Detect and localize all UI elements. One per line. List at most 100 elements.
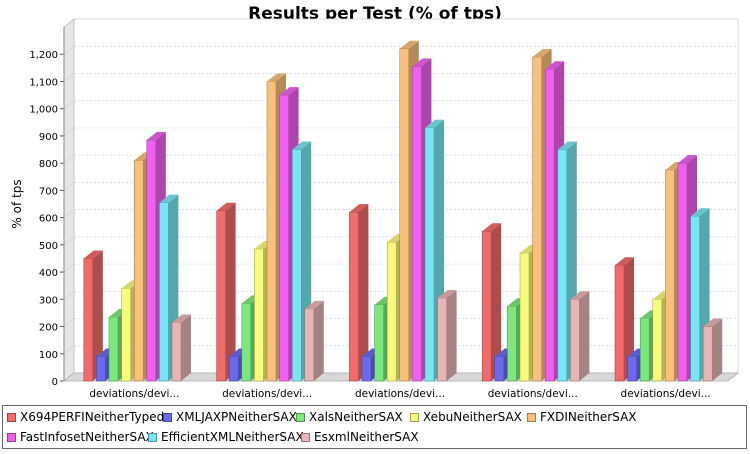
gridline-side <box>63 236 75 246</box>
bar-top <box>532 48 552 57</box>
bar <box>614 257 634 382</box>
legend-item: EsxmlNeitherSAX <box>301 430 419 444</box>
bar-top <box>146 132 166 141</box>
bar-front <box>349 211 359 382</box>
bar-front <box>702 326 713 382</box>
bar <box>349 204 369 382</box>
bar <box>570 291 590 382</box>
bar-top <box>703 318 723 327</box>
legend-label: XMLJAXPNeitherSAX <box>176 410 297 424</box>
y-tick-label: 1,200 <box>29 50 58 61</box>
legend-item: EfficientXMLNeitherSAX <box>148 430 304 444</box>
bar-side <box>358 204 369 381</box>
bar-top <box>216 202 236 211</box>
gridline-side <box>63 291 75 300</box>
bar-front <box>494 356 505 382</box>
legend-item: FastInfosetNeitherSAX <box>7 430 154 444</box>
bar-top <box>349 204 369 213</box>
bar-top <box>678 155 697 164</box>
bar-top <box>399 40 419 49</box>
y-tick-label: 300 <box>39 295 58 306</box>
y-tick-label: 800 <box>39 159 58 170</box>
bar-front <box>557 149 568 382</box>
y-tick-label: 600 <box>39 214 58 225</box>
bar <box>304 300 324 382</box>
bar-front <box>361 356 372 382</box>
bar-side <box>446 289 457 381</box>
bar-front <box>627 356 637 382</box>
y-tick-label: 200 <box>39 323 58 334</box>
bar-front <box>241 303 252 382</box>
bar-front <box>216 210 226 382</box>
legend-label: XalsNeitherSAX <box>309 410 403 424</box>
bar-side <box>92 250 103 381</box>
bar-front <box>254 248 264 382</box>
bar-side <box>225 202 236 381</box>
legend-swatch <box>7 413 16 422</box>
side-wall <box>63 18 75 382</box>
gridline-side <box>63 318 75 327</box>
gridline-side <box>63 345 75 355</box>
gridline-side <box>63 100 75 109</box>
bar-side <box>712 318 723 381</box>
bar-front <box>304 308 315 382</box>
bar <box>481 223 502 382</box>
bar-front <box>291 149 302 382</box>
legend-swatch <box>301 433 310 442</box>
bar-front <box>133 160 144 382</box>
bar-top <box>570 291 590 300</box>
bar-top <box>292 141 312 150</box>
gridline-side <box>63 154 75 164</box>
bar-front <box>424 127 435 382</box>
y-tick-label: 100 <box>39 350 58 361</box>
bar-front <box>228 356 239 382</box>
bar-top <box>557 141 577 150</box>
bar-front <box>652 299 663 382</box>
legend-item: XMLJAXPNeitherSAX <box>163 410 297 424</box>
bar-front <box>108 316 119 382</box>
bar-front <box>614 265 625 382</box>
bar-front <box>677 162 688 382</box>
gridline-side <box>63 209 75 218</box>
legend-item: FXDINeitherSAX <box>527 410 637 424</box>
legend-label: FXDINeitherSAX <box>540 410 637 424</box>
bar-top <box>425 119 444 128</box>
bar-top <box>172 314 191 323</box>
bar-front <box>374 304 384 382</box>
legend: X694PERFINeitherTyped XMLJAXPNeitherSAX Xa… <box>2 405 747 449</box>
bar-front <box>121 288 131 382</box>
gridline-side <box>63 263 75 273</box>
bar-front <box>532 56 542 382</box>
x-tick-label: deviations/devi... <box>621 388 711 400</box>
legend-label: X694PERFINeitherTyped <box>20 410 165 424</box>
plot-area: 0 100 200 300 400 500 600 700 800 900 1,000 1,100 1,… <box>29 18 740 400</box>
bar-front <box>171 322 182 382</box>
bar-front <box>159 202 169 382</box>
x-tick-label: deviations/devi... <box>355 388 445 400</box>
legend-item: X694PERFINeitherTyped <box>7 410 164 424</box>
bar-front <box>690 216 700 382</box>
legend-label: FastInfosetNeitherSAX <box>20 430 154 444</box>
bar-top <box>159 194 179 203</box>
legend-swatch <box>527 413 536 422</box>
x-tick-label: deviations/devi... <box>488 388 578 400</box>
y-tick-label: 1,000 <box>29 105 58 116</box>
legend-swatch <box>148 433 157 442</box>
bar-top <box>545 61 565 70</box>
legend-swatch <box>163 413 172 422</box>
bar-top <box>482 223 502 232</box>
bar-front <box>507 305 517 382</box>
gridline-side <box>63 127 75 137</box>
legend-label: EfficientXMLNeitherSAX <box>161 430 304 444</box>
legend-label: EsxmlNeitherSAX <box>314 430 419 444</box>
gridline-side <box>63 182 75 191</box>
bar-front <box>83 258 94 382</box>
bar-side <box>313 300 324 381</box>
bar-front <box>570 299 580 382</box>
bar <box>216 202 236 382</box>
y-axis-label: % of tps <box>10 179 24 228</box>
bar-front <box>639 318 650 382</box>
legend-swatch <box>410 413 419 422</box>
